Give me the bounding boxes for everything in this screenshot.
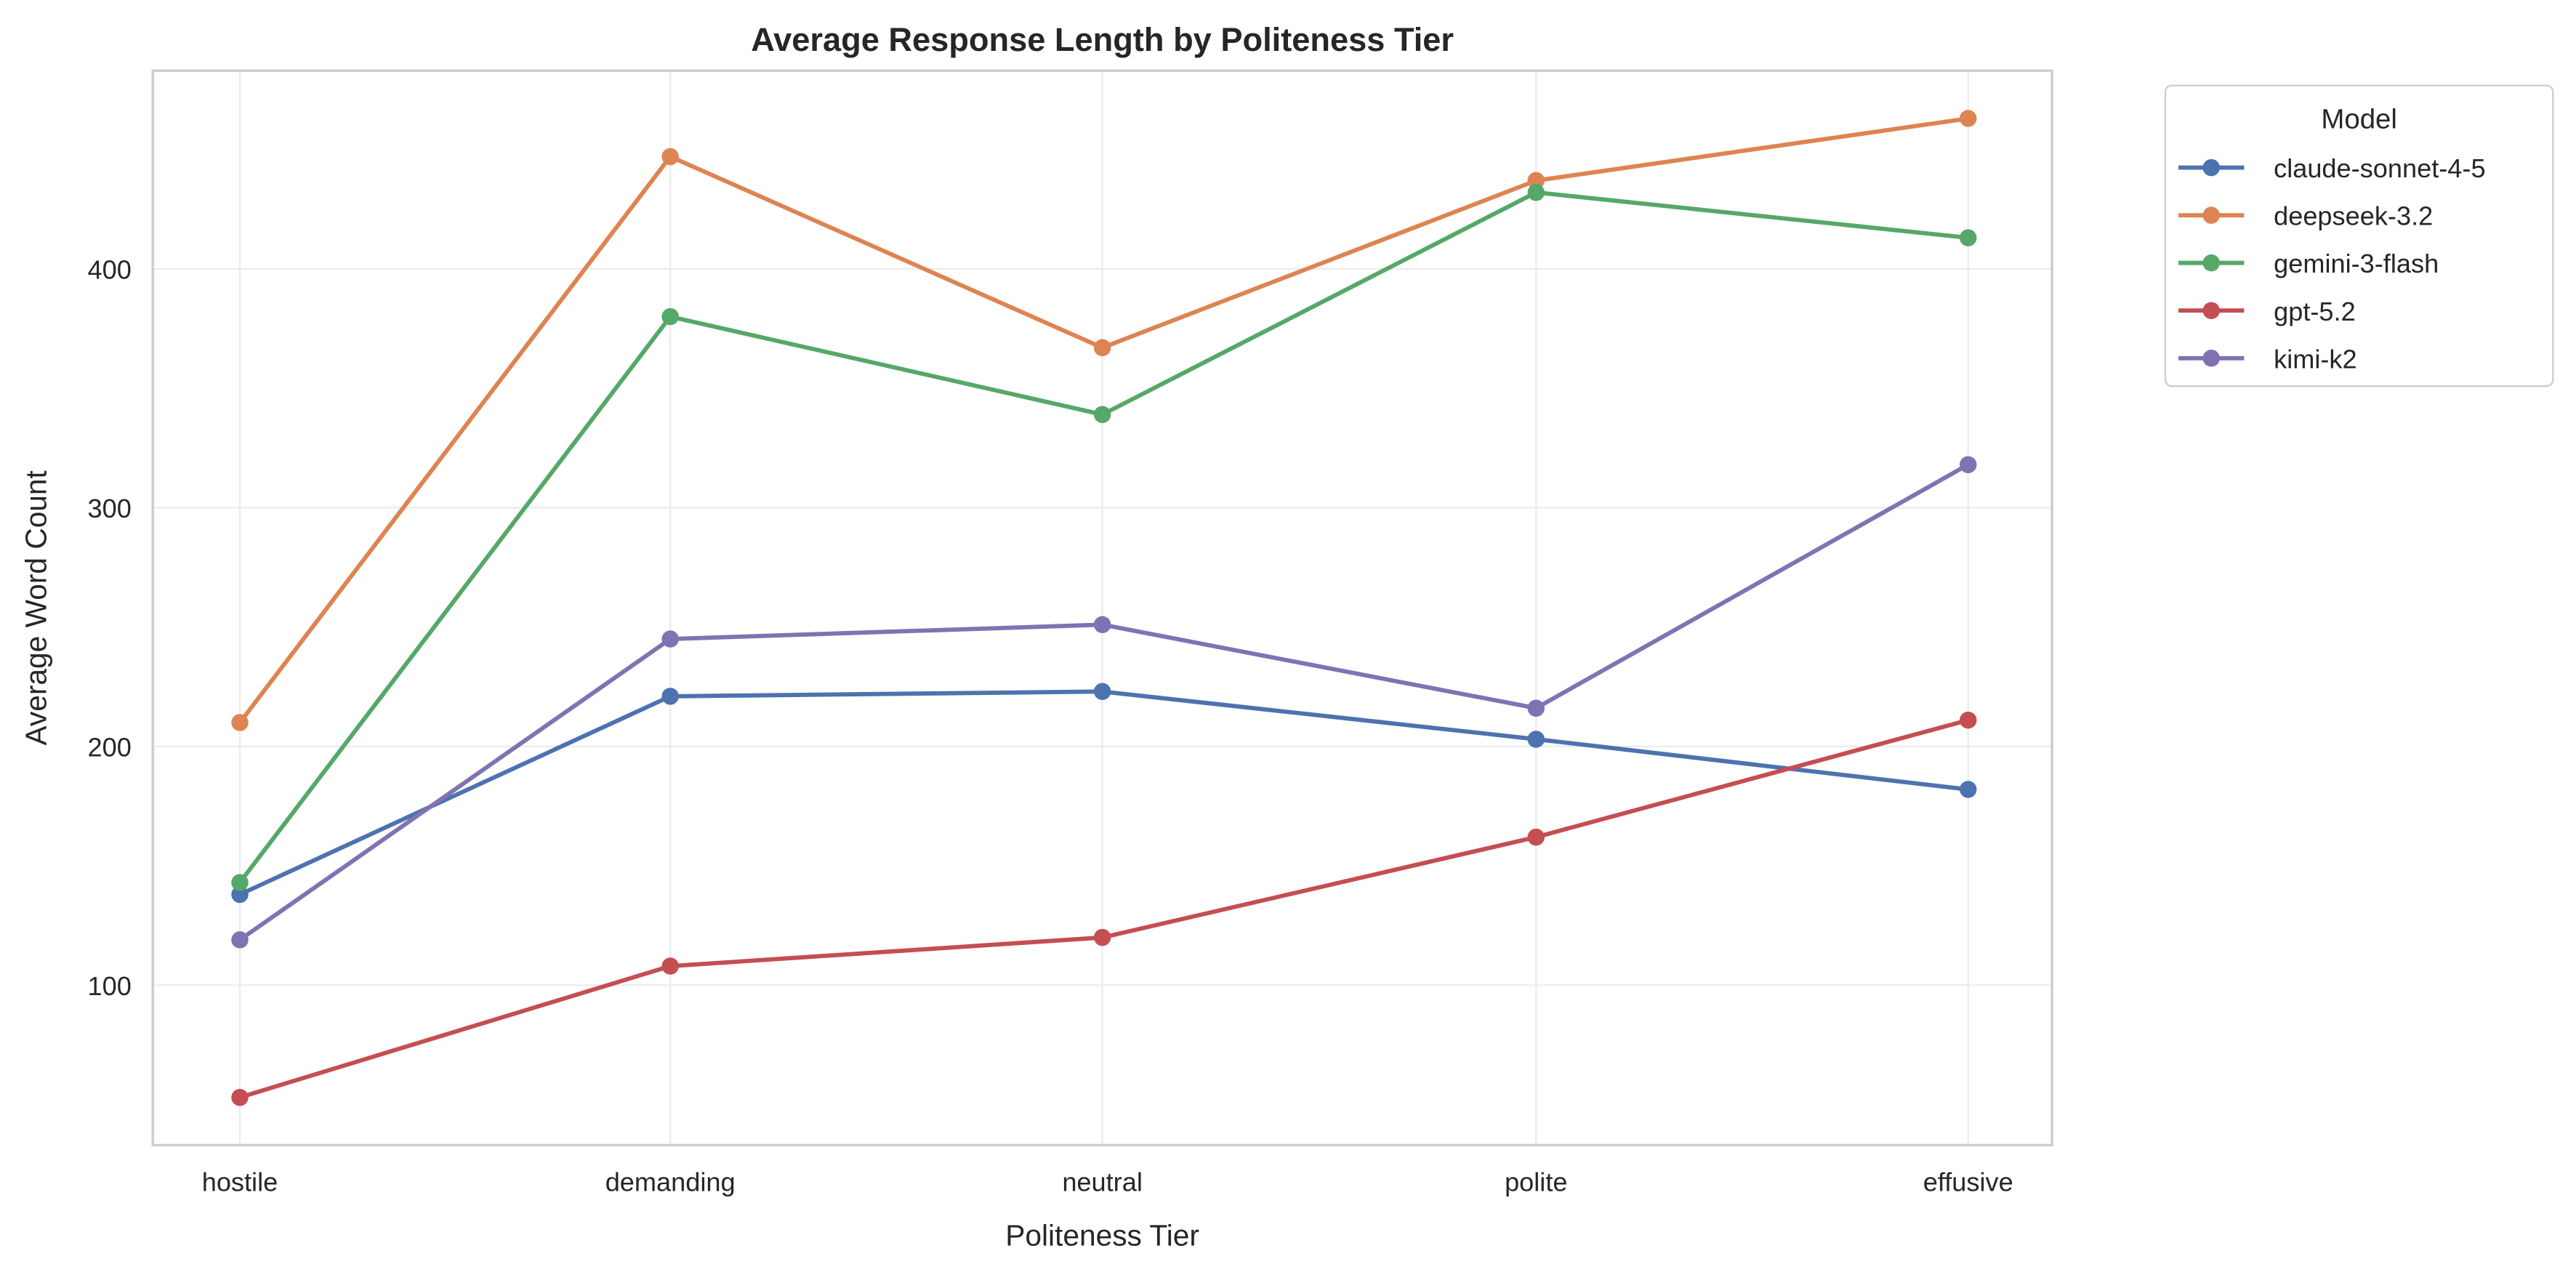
legend-label: gemini-3-flash — [2274, 249, 2439, 278]
legend-label: kimi-k2 — [2274, 344, 2357, 374]
legend-marker-icon — [2202, 206, 2220, 224]
y-tick-label-300: 300 — [87, 494, 131, 523]
x-tick-label-neutral: neutral — [1062, 1167, 1143, 1197]
legend-entry-gpt-5.2: gpt-5.2 — [2178, 297, 2356, 326]
data-point-deepseek-3.2-demanding — [661, 148, 679, 166]
x-tick-label-hostile: hostile — [202, 1167, 278, 1197]
y-tick-label-200: 200 — [87, 732, 131, 762]
legend-entry-gemini-3-flash: gemini-3-flash — [2178, 249, 2439, 278]
data-point-gpt-5.2-effusive — [1959, 711, 1977, 729]
grid — [153, 71, 2052, 1146]
series-deepseek-3.2 — [231, 110, 1977, 731]
legend-entry-kimi-k2: kimi-k2 — [2178, 344, 2357, 374]
series-claude-sonnet-4-5 — [231, 683, 1977, 904]
legend: Model claude-sonnet-4-5 deepseek-3.2 gemin… — [2164, 84, 2554, 387]
data-point-gemini-3-flash-polite — [1527, 184, 1545, 201]
data-point-deepseek-3.2-polite — [1527, 172, 1545, 190]
data-point-deepseek-3.2-hostile — [231, 714, 249, 731]
data-point-kimi-k2-demanding — [661, 630, 679, 648]
data-point-gemini-3-flash-demanding — [661, 307, 679, 326]
data-point-gpt-5.2-demanding — [661, 957, 679, 975]
data-point-kimi-k2-effusive — [1959, 456, 1977, 473]
series-gemini-3-flash — [231, 184, 1977, 891]
data-point-kimi-k2-neutral — [1093, 616, 1111, 634]
x-tick-label-effusive: effusive — [1923, 1167, 2013, 1197]
data-point-claude-sonnet-4-5-hostile — [231, 885, 249, 904]
data-point-kimi-k2-polite — [1527, 699, 1545, 717]
legend-frame — [2164, 84, 2554, 387]
legend-title: Model — [2321, 103, 2397, 134]
data-point-claude-sonnet-4-5-demanding — [661, 688, 679, 705]
data-point-gpt-5.2-hostile — [231, 1088, 249, 1106]
y-tick-label-100: 100 — [87, 971, 131, 1001]
data-point-claude-sonnet-4-5-neutral — [1093, 683, 1111, 701]
legend-marker-icon — [2202, 350, 2220, 367]
x-axis-label: Politeness Tier — [1005, 1218, 1199, 1252]
data-point-gpt-5.2-polite — [1527, 828, 1545, 846]
x-tick-label-polite: polite — [1505, 1167, 1567, 1197]
legend-marker-icon — [2202, 302, 2220, 319]
data-point-deepseek-3.2-effusive — [1959, 110, 1977, 127]
data-point-claude-sonnet-4-5-polite — [1527, 731, 1545, 748]
legend-label: deepseek-3.2 — [2274, 201, 2433, 231]
series-gpt-5.2 — [231, 711, 1977, 1106]
legend-marker-icon — [2202, 158, 2220, 177]
ticks: hostile demanding neutral polite effusive 100… — [87, 254, 2013, 1196]
data-point-gpt-5.2-neutral — [1093, 928, 1111, 946]
legend-entry-deepseek-3.2: deepseek-3.2 — [2178, 201, 2433, 231]
plot-frame — [151, 69, 2053, 1147]
data-point-gemini-3-flash-hostile — [231, 874, 249, 891]
legend-label: claude-sonnet-4-5 — [2274, 153, 2485, 183]
series-group — [231, 110, 1977, 1106]
data-point-claude-sonnet-4-5-effusive — [1959, 781, 1977, 798]
y-tick-label-400: 400 — [87, 254, 131, 284]
legend-entry-claude-sonnet-4-5: claude-sonnet-4-5 — [2178, 153, 2486, 183]
legend-label: gpt-5.2 — [2274, 297, 2356, 326]
series-kimi-k2 — [231, 456, 1977, 949]
x-tick-label-demanding: demanding — [605, 1167, 736, 1197]
y-axis-label: Average Word Count — [19, 470, 52, 745]
data-point-gemini-3-flash-neutral — [1093, 406, 1111, 423]
data-point-deepseek-3.2-neutral — [1093, 339, 1111, 357]
data-point-kimi-k2-hostile — [231, 931, 249, 949]
legend-marker-icon — [2202, 254, 2220, 272]
chart-title: Average Response Length by Politeness Ti… — [751, 21, 1454, 58]
data-point-gemini-3-flash-effusive — [1959, 229, 1977, 246]
